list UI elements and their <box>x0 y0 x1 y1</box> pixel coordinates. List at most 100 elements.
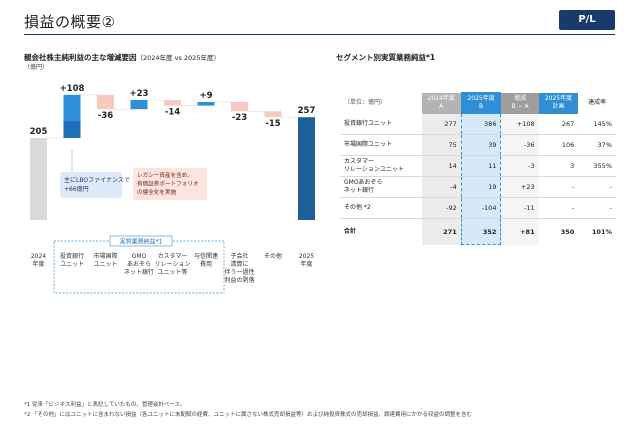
waterfall-title: 親会社株主純利益の主な増減要因（2024年度 vs 2025年度） <box>24 52 220 63</box>
callout-blue-box <box>60 172 122 198</box>
segment-rate: - <box>578 197 616 219</box>
bar-sub <box>231 102 248 112</box>
value-label-oth: -15 <box>265 119 280 129</box>
waterfall-callouts: 主にLBOファイナンスで+66億円レガシー資産を含め、有価証券ポートフォリオの健… <box>53 150 225 294</box>
title-divider <box>24 34 615 35</box>
segment-total-name: 合計 <box>340 218 422 245</box>
bar-oth <box>264 111 282 118</box>
page-title: 損益の概要② <box>24 13 116 31</box>
value-label-2024: 205 <box>30 127 48 137</box>
segment-a: 277 <box>421 113 462 135</box>
waterfall-value-labels: 205 +108 -36 +23 -14 +9 -23 -15 257 <box>30 84 316 137</box>
segment-plan: 106 <box>538 134 579 156</box>
segment-total-row: 合計 271 352 +81 350 101% <box>340 218 616 245</box>
category-label-oth: その他 <box>264 252 282 260</box>
waterfall-unit: （億円） <box>24 64 49 71</box>
segment-b: 39 <box>460 134 502 156</box>
footnote-1: *1 従来「ビジネス利益」と表記していたもの。管理会計ベース。 <box>24 402 186 408</box>
segment-plan: 267 <box>538 113 579 135</box>
segment-plan: - <box>538 176 579 198</box>
bar-ib-lbo-portion <box>63 121 81 138</box>
callout-red-text: レガシー資産を含め、有価証券ポートフォリオの健全化を実施 <box>137 171 199 196</box>
segment-table: （単位：億円） 2024年度 A 2025年度 B 増減 B − A 2025年… <box>340 92 616 245</box>
segment-total-b: 352 <box>460 218 502 245</box>
bar-2024 <box>30 138 47 220</box>
category-label-2025: 2025 年度 <box>299 253 314 268</box>
segment-b: 11 <box>460 155 502 177</box>
segment-total-diff: +81 <box>500 218 539 245</box>
bar-2025 <box>298 117 315 220</box>
waterfall-title-text: 親会社株主純利益の主な増減要因 <box>24 53 137 62</box>
segment-total-a: 271 <box>421 218 462 245</box>
category-label-ls: 与信関連費用 <box>194 252 218 268</box>
segment-name: 投資銀行ユニット <box>340 113 422 135</box>
callout-red-box <box>133 168 207 200</box>
category-label-sub: 子会社清算に伴う一過性利益の剥落 <box>224 252 254 284</box>
segment-diff: +23 <box>500 176 539 198</box>
header-b-text: 2025年度 B <box>467 95 495 110</box>
segment-rate: 355% <box>578 155 616 177</box>
footnote-2: *2 「その他」にはユニットに含まれない損益（各ユニットに未配賦の経費、ユニット… <box>24 412 473 418</box>
value-label-2025: 257 <box>298 106 316 116</box>
segment-a: 14 <box>421 155 462 177</box>
segment-row: その他 *2 -92 -104 -11 - - <box>340 197 616 219</box>
callout-blue-text: 主にLBOファイナンスで+66億円 <box>64 176 130 193</box>
category-label-mi: 市場国際ユニット <box>93 252 117 268</box>
bar-mi <box>97 94 114 110</box>
category-label-ib: 投資銀行ユニット <box>60 252 84 268</box>
segment-rate: 37% <box>578 134 616 156</box>
segment-header-rate: 達成率 <box>578 92 616 114</box>
segment-header-unit: （単位：億円） <box>344 99 387 106</box>
segment-header-diff: 増減 B − A <box>500 92 539 114</box>
segment-name: GMOあおぞら ネット銀行 <box>340 176 422 198</box>
category-label-gmo: GMO あおぞらネット銀行 <box>124 253 154 276</box>
segment-a: 75 <box>421 134 462 156</box>
segment-header-row: （単位：億円） 2024年度 A 2025年度 B 増減 B − A 2025年… <box>340 92 616 114</box>
segment-plan: - <box>538 197 579 219</box>
value-label-mi: -36 <box>98 111 113 121</box>
segment-name: その他 *2 <box>340 197 422 219</box>
header-plan-text: 2025年度 計画 <box>544 95 573 110</box>
bar-gmo <box>130 100 148 110</box>
header-a-text: 2024年度 A <box>427 95 455 110</box>
waterfall-chart: 205 +108 -36 +23 -14 +9 -23 -15 257 2024 年度投資銀行ユニ… <box>30 84 315 294</box>
segment-name: カスタマー リレーションユニット <box>340 155 422 177</box>
segment-rate: - <box>578 176 616 198</box>
value-label-cr: -14 <box>165 108 180 118</box>
segment-row: 市場国際ユニット 75 39 -36 106 37% <box>340 134 616 156</box>
value-label-gmo: +23 <box>130 89 149 99</box>
category-label-cr: カスタマーリレーションユニット等 <box>155 252 191 276</box>
segment-total-rate: 101% <box>578 218 616 245</box>
waterfall-bars <box>30 94 315 220</box>
segment-b: -104 <box>460 197 502 219</box>
bracket-label-text: 実質業務純益*1 <box>120 238 163 246</box>
segment-a: -92 <box>421 197 462 219</box>
segment-row: 投資銀行ユニット 277 386 +108 267 145% <box>340 113 616 135</box>
segment-b: 19 <box>460 176 502 198</box>
segment-header-a: 2024年度 A <box>421 92 462 114</box>
segment-diff: -36 <box>500 134 539 156</box>
segment-plan: 3 <box>538 155 579 177</box>
segment-diff: -3 <box>500 155 539 177</box>
waterfall-subtitle: （2024年度 vs 2025年度） <box>136 54 220 62</box>
segment-name: 市場国際ユニット <box>340 134 422 156</box>
value-label-sub: -23 <box>232 113 247 123</box>
segment-total-plan: 350 <box>538 218 579 245</box>
value-label-ls: +9 <box>199 91 212 101</box>
segment-rate: 145% <box>578 113 616 135</box>
bracket-label-box <box>109 235 173 247</box>
category-label-2024: 2024 年度 <box>31 253 46 268</box>
bar-ls <box>197 102 215 106</box>
value-label-ib: +108 <box>60 84 85 94</box>
header-diff-text: 増減 B − A <box>511 95 529 110</box>
bar-cr <box>164 100 181 106</box>
segment-diff: -11 <box>500 197 539 219</box>
segment-title: セグメント別実質業務純益*1 <box>336 53 436 62</box>
segment-row: GMOあおぞら ネット銀行 -4 19 +23 - - <box>340 176 616 198</box>
segment-diff: +108 <box>500 113 539 135</box>
segment-row: カスタマー リレーションユニット 14 11 -3 3 355% <box>340 155 616 177</box>
segment-a: -4 <box>421 176 462 198</box>
segment-header-plan: 2025年度 計画 <box>538 92 579 114</box>
segment-b: 386 <box>460 113 502 135</box>
